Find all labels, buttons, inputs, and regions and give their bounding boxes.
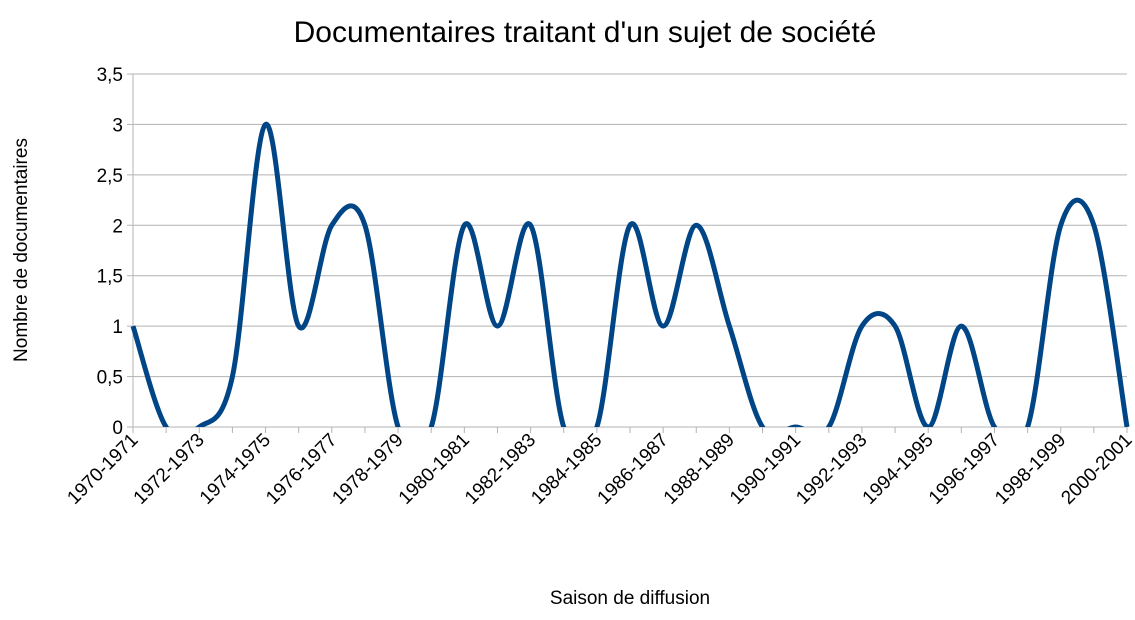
chart-title: Documentaires traitant d'un sujet de soc…	[294, 16, 877, 49]
x-tick-label: 2000-2001	[1057, 430, 1135, 509]
y-tick-label: 3	[112, 115, 123, 136]
x-tick-label: 1980-1981	[395, 430, 474, 509]
y-tick-label: 0	[112, 418, 123, 439]
y-tick-label: 3,5	[97, 65, 123, 86]
y-tick-label: 2,5	[97, 166, 123, 187]
x-tick-label: 1996-1997	[925, 430, 1004, 509]
x-tick-label: 1986-1987	[594, 430, 673, 509]
y-tick-label: 1,5	[97, 267, 123, 288]
x-tick-label: 1978-1979	[328, 430, 407, 509]
x-tick-label: 1998-1999	[991, 430, 1070, 509]
x-tick-label: 1976-1977	[262, 430, 341, 509]
x-tick-label: 1972-1973	[130, 430, 209, 509]
x-axis-label: Saison de diffusion	[550, 588, 710, 609]
y-axis-label: Nombre de documentaires	[11, 138, 32, 362]
x-tick-label: 1994-1995	[859, 430, 938, 509]
y-tick-label: 2	[112, 216, 123, 237]
x-tick-label: 1992-1993	[792, 430, 871, 509]
x-tick-label: 1974-1975	[196, 430, 275, 509]
x-tick-label: 1970-1971	[63, 430, 142, 509]
x-tick-label: 1990-1991	[726, 430, 805, 509]
x-tick-label: 1988-1989	[660, 430, 739, 509]
x-tick-label: 1984-1985	[527, 430, 606, 509]
x-tick-label: 1982-1983	[461, 430, 540, 509]
line	[130, 121, 1130, 427]
y-tick-label: 0,5	[97, 368, 123, 389]
y-tick-label: 1	[112, 317, 123, 338]
